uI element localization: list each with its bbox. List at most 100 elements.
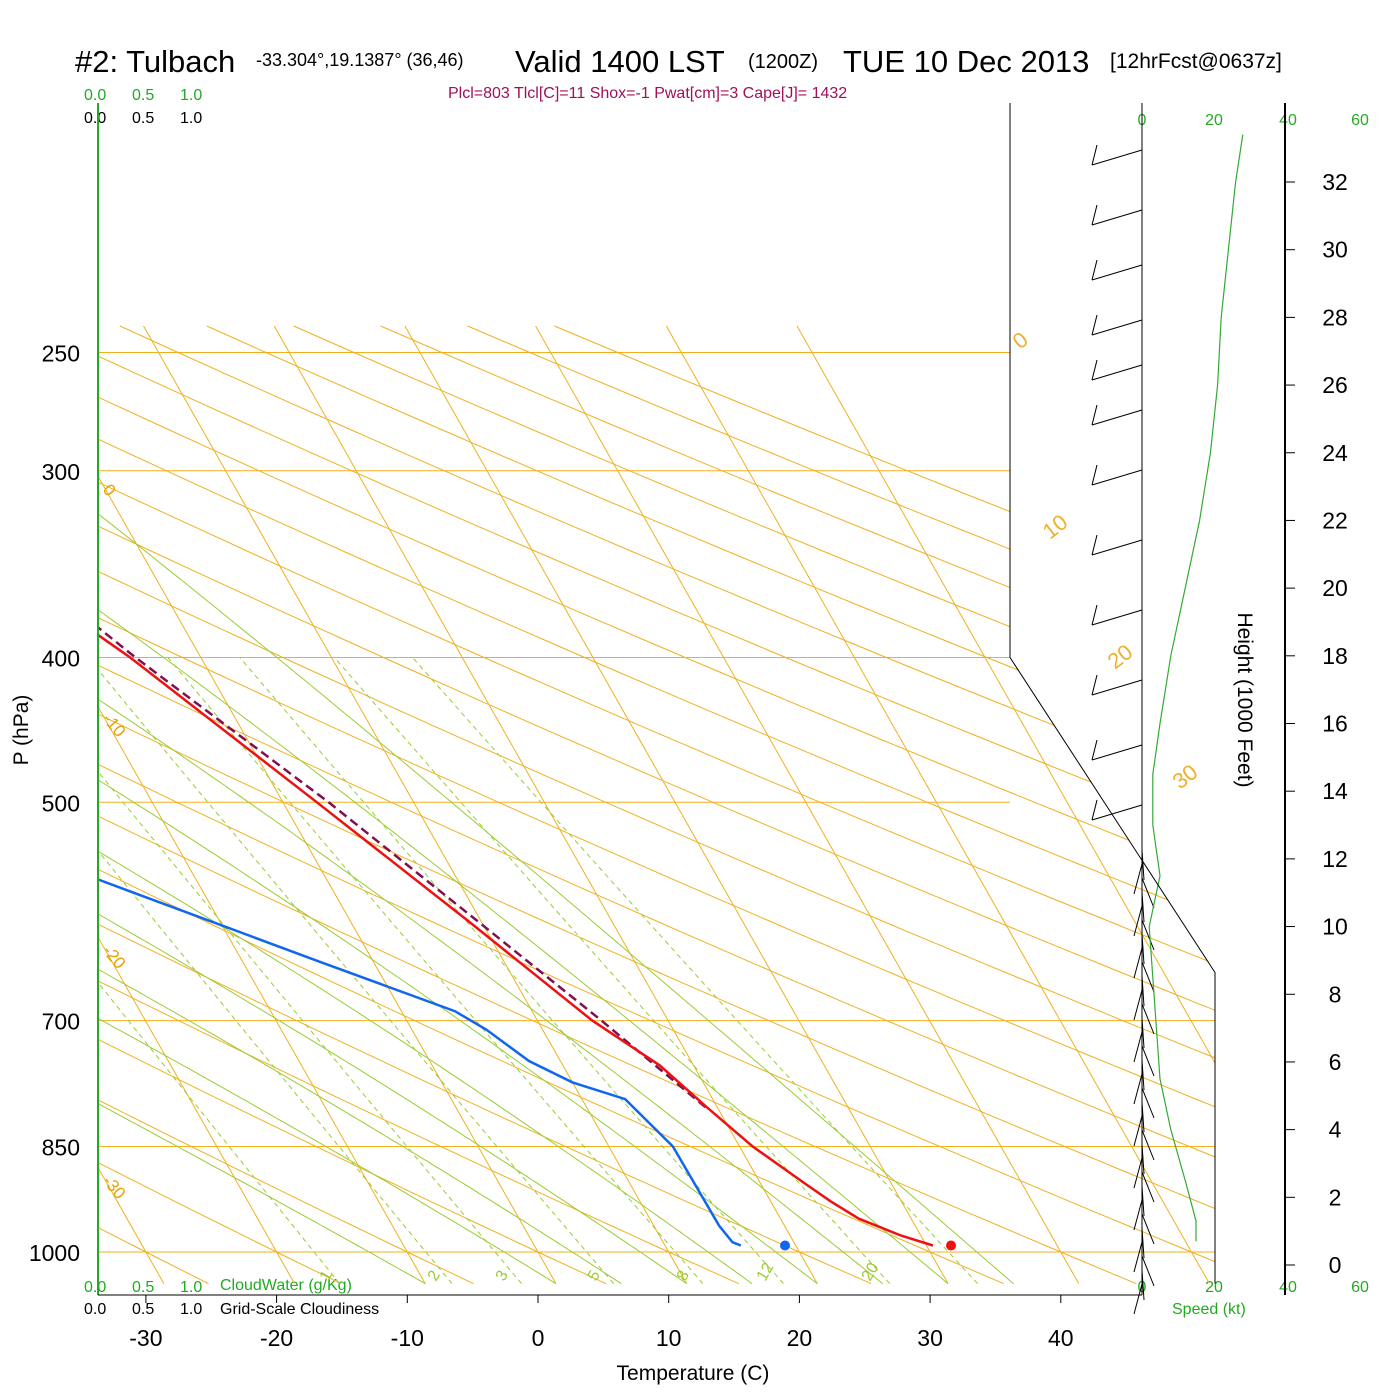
mixing-ratio-line bbox=[98, 657, 341, 1285]
dry-adiabat bbox=[98, 325, 1215, 1285]
wind-barb-low bbox=[1133, 1241, 1143, 1273]
wind-barb-shaft bbox=[1091, 209, 1143, 226]
wind-barb-low bbox=[1133, 863, 1143, 895]
isotherm-line bbox=[404, 325, 949, 1284]
wind-barb-low bbox=[1141, 1143, 1145, 1175]
cloud-scale-bottom: 0.0 0.5 1.0 CloudWater (g/Kg) 0.0 0.5 1.… bbox=[84, 1277, 379, 1318]
sounding-stats: Plcl=803 Tlcl[C]=11 Shox=-1 Pwat[cm]=3 C… bbox=[448, 85, 847, 102]
height-tick-label: 12 bbox=[1322, 846, 1348, 872]
isotherm-label: -10 bbox=[99, 710, 129, 741]
height-tick-label: 32 bbox=[1322, 169, 1348, 195]
wind-barb-flag bbox=[1091, 739, 1098, 761]
wind-barb-low bbox=[1133, 1031, 1143, 1063]
wind-barb-low bbox=[1141, 961, 1155, 993]
pressure-tick-label: 300 bbox=[42, 459, 80, 485]
height-tick-label: 20 bbox=[1322, 575, 1348, 601]
wind-barb-flag bbox=[1091, 604, 1098, 626]
temperature-tick-label: 30 bbox=[917, 1325, 943, 1351]
cloudiness-label: Grid-Scale Cloudiness bbox=[220, 1301, 379, 1318]
isotherm-line bbox=[665, 325, 1210, 1284]
dry-adiabat bbox=[98, 325, 1215, 1285]
valid-date: TUE 10 Dec 2013 bbox=[843, 44, 1089, 79]
y-axis-title: P (hPa) bbox=[10, 695, 33, 766]
moist-adiabat bbox=[98, 325, 687, 1285]
speed-tick-top: 40 bbox=[1279, 112, 1297, 129]
wind-barb-flag bbox=[1091, 359, 1098, 381]
wind-barb-low bbox=[1141, 1255, 1155, 1287]
wind-barb-low bbox=[1141, 1003, 1155, 1035]
station-title: #2: Tulbach bbox=[75, 44, 235, 79]
zulu-time: (1200Z) bbox=[748, 51, 818, 73]
dry-adiabat bbox=[98, 325, 1215, 1285]
wind-speed-scale: 0 20 40 60 0 20 40 60 Speed (kt) bbox=[1138, 112, 1369, 1318]
mixing-ratio-label: 12 bbox=[754, 1260, 778, 1284]
pressure-tick-label: 250 bbox=[42, 341, 80, 367]
moist-adiabat bbox=[98, 325, 1014, 1285]
x-axis-title: Temperature (C) bbox=[617, 1362, 770, 1385]
height-tick-label: 8 bbox=[1329, 981, 1342, 1007]
wind-barb-low bbox=[1141, 1171, 1155, 1203]
wind-barb-low bbox=[1141, 1045, 1155, 1077]
cloudiness-tick: 0.0 bbox=[84, 1301, 106, 1318]
wind-barb-shaft bbox=[1091, 264, 1143, 281]
wind-barb-low bbox=[1133, 1073, 1143, 1105]
wind-barb-shaft bbox=[1091, 469, 1143, 486]
wind-barb-low bbox=[1133, 1199, 1143, 1231]
wind-barb-flag bbox=[1091, 314, 1098, 336]
wind-barb-shaft bbox=[1091, 149, 1143, 166]
wind-barb-low bbox=[1141, 933, 1145, 965]
temperature-trace bbox=[98, 389, 934, 1247]
dewpoint-trace bbox=[98, 389, 742, 1247]
wind-barb-flag bbox=[1091, 674, 1098, 696]
cloudwater-tick: 0.0 bbox=[84, 87, 106, 104]
pressure-tick-label: 850 bbox=[42, 1135, 80, 1161]
isotherm-line bbox=[535, 325, 1080, 1284]
cloudiness-tick: 1.0 bbox=[180, 110, 202, 127]
dry-adiabat bbox=[98, 325, 1215, 1285]
temperature-tick-label: -10 bbox=[391, 1325, 424, 1351]
wind-barb-low bbox=[1133, 989, 1143, 1021]
height-tick-label: 10 bbox=[1322, 914, 1348, 940]
mixing-ratio-line bbox=[412, 657, 979, 1285]
cloudwater-label: CloudWater (g/Kg) bbox=[220, 1277, 352, 1294]
dry-adiabat bbox=[98, 325, 1215, 1285]
wind-barb-flag bbox=[1091, 204, 1098, 226]
wind-barb-low bbox=[1133, 1115, 1143, 1147]
pressure-tick-label: 700 bbox=[42, 1009, 80, 1035]
mixing-ratio-line bbox=[98, 657, 453, 1285]
wind-barb-low bbox=[1141, 1129, 1155, 1161]
wind-speed-profile bbox=[1148, 134, 1244, 1242]
height-tick-label: 28 bbox=[1322, 304, 1348, 330]
pressure-tick-label: 400 bbox=[42, 645, 80, 671]
dry-adiabat bbox=[98, 325, 1215, 1285]
moist-adiabat bbox=[98, 325, 949, 1285]
speed-tick-bottom: 40 bbox=[1279, 1279, 1297, 1296]
height-tick-label: 4 bbox=[1329, 1117, 1342, 1143]
cloudwater-tick: 0.5 bbox=[132, 1279, 154, 1296]
isotherm-line bbox=[273, 325, 818, 1284]
height-tick-label: 6 bbox=[1329, 1049, 1342, 1075]
wind-barb-flag bbox=[1091, 404, 1098, 426]
pressure-tick-label: 500 bbox=[42, 790, 80, 816]
height-tick-label: 2 bbox=[1329, 1184, 1342, 1210]
isotherm-line bbox=[143, 325, 688, 1284]
dry-adiabat bbox=[206, 325, 1215, 1285]
moist-adiabat bbox=[98, 325, 622, 1285]
dry-adiabat bbox=[98, 325, 607, 1285]
dry-adiabat bbox=[98, 325, 1137, 1285]
cloudiness-tick: 0.5 bbox=[132, 1301, 154, 1318]
wind-barb-low bbox=[1133, 905, 1143, 937]
wind-barb-shaft bbox=[1091, 679, 1143, 696]
wind-barb-shaft bbox=[1091, 744, 1143, 761]
mixing-ratio-line bbox=[98, 657, 522, 1285]
parcel-trace bbox=[98, 389, 707, 1109]
moist-adiabat bbox=[98, 325, 818, 1285]
isotherm-line bbox=[0, 326, 33, 1284]
moist-adiabat bbox=[98, 325, 426, 1285]
dry-adiabat-label: 10 bbox=[1038, 509, 1073, 544]
mixing-ratio-line bbox=[334, 657, 891, 1285]
wind-barb-low bbox=[1133, 947, 1143, 979]
wind-barb-low bbox=[1141, 1087, 1155, 1119]
wind-barb-low bbox=[1141, 975, 1145, 1007]
